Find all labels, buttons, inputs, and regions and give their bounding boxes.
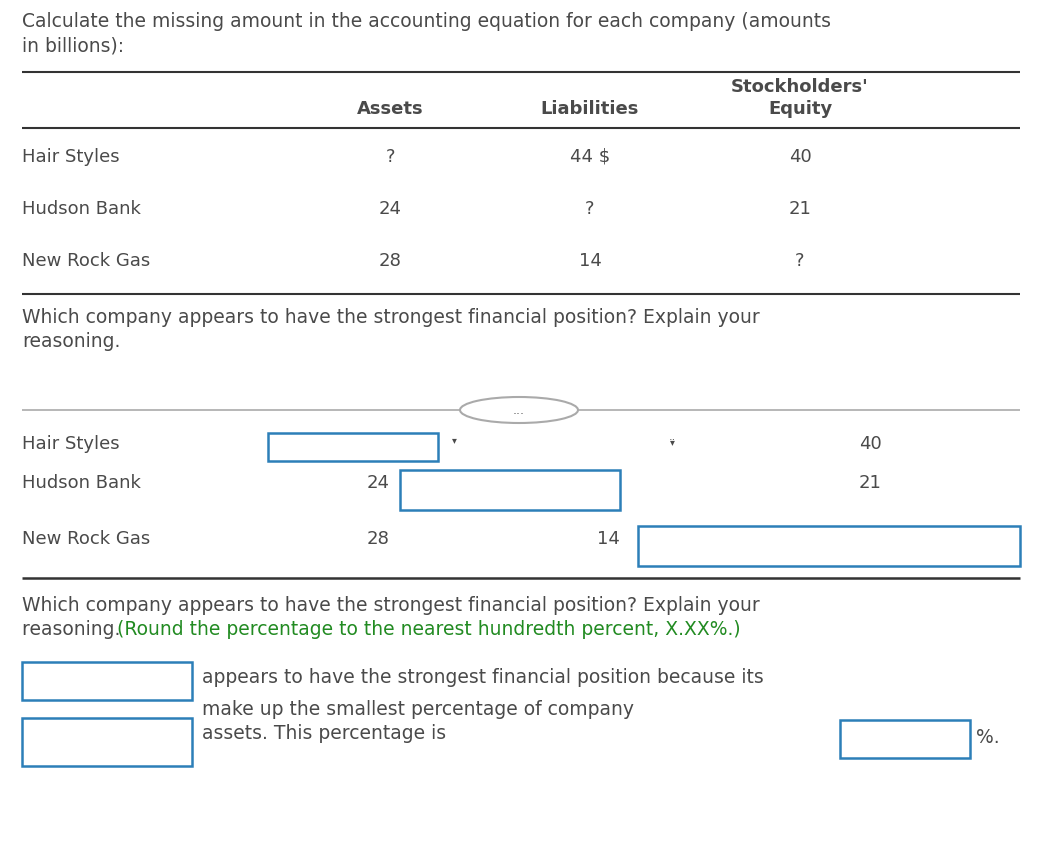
Text: 44 $: 44 $	[570, 148, 611, 166]
Text: ▾: ▾	[451, 435, 456, 445]
Text: make up the smallest percentage of company: make up the smallest percentage of compa…	[202, 700, 634, 719]
Text: appears to have the strongest financial position because its: appears to have the strongest financial …	[202, 668, 764, 687]
Text: 40: 40	[789, 148, 812, 166]
Text: Hudson Bank: Hudson Bank	[22, 474, 141, 492]
Text: 24: 24	[367, 474, 390, 492]
Text: Hair Styles: Hair Styles	[22, 148, 120, 166]
Text: 21: 21	[789, 200, 812, 218]
Text: 28: 28	[378, 252, 401, 270]
Bar	[22, 718, 192, 766]
Text: Which company appears to have the strongest financial position? Explain your: Which company appears to have the strong…	[22, 308, 760, 327]
Text: 21: 21	[859, 474, 882, 492]
Text: 14: 14	[597, 530, 620, 548]
Text: ··: ··	[668, 435, 675, 445]
Text: %.: %.	[976, 728, 999, 747]
Text: ...: ...	[513, 404, 525, 417]
Text: ?: ?	[795, 252, 804, 270]
Text: in billions):: in billions):	[22, 36, 124, 55]
Text: Which company appears to have the strongest financial position? Explain your: Which company appears to have the strong…	[22, 596, 760, 615]
Text: Assets: Assets	[356, 100, 423, 118]
Bar	[22, 662, 192, 700]
Text: Hair Styles: Hair Styles	[22, 435, 120, 453]
Text: 28: 28	[367, 530, 390, 548]
Bar	[268, 433, 438, 461]
Bar	[400, 470, 620, 510]
Text: Liabilities: Liabilities	[541, 100, 639, 118]
Text: reasoning.: reasoning.	[22, 332, 121, 351]
Text: Calculate the missing amount in the accounting equation for each company (amount: Calculate the missing amount in the acco…	[22, 12, 832, 31]
Text: 40: 40	[859, 435, 882, 453]
Text: ▾: ▾	[670, 437, 674, 447]
Text: ?: ?	[586, 200, 595, 218]
Text: Hudson Bank: Hudson Bank	[22, 200, 141, 218]
Text: 24: 24	[378, 200, 401, 218]
Ellipse shape	[460, 397, 578, 423]
Text: assets. This percentage is: assets. This percentage is	[202, 724, 446, 743]
Bar	[638, 526, 1020, 566]
Text: Equity: Equity	[768, 100, 833, 118]
Bar	[840, 720, 970, 758]
Text: Stockholders': Stockholders'	[731, 78, 869, 96]
Text: 14: 14	[578, 252, 601, 270]
Text: New Rock Gas: New Rock Gas	[22, 530, 150, 548]
Text: (Round the percentage to the nearest hundredth percent, X.XX%.): (Round the percentage to the nearest hun…	[117, 620, 741, 639]
Text: reasoning.: reasoning.	[22, 620, 126, 639]
Text: $ ? $: $ ? $	[384, 148, 395, 166]
Text: New Rock Gas: New Rock Gas	[22, 252, 150, 270]
